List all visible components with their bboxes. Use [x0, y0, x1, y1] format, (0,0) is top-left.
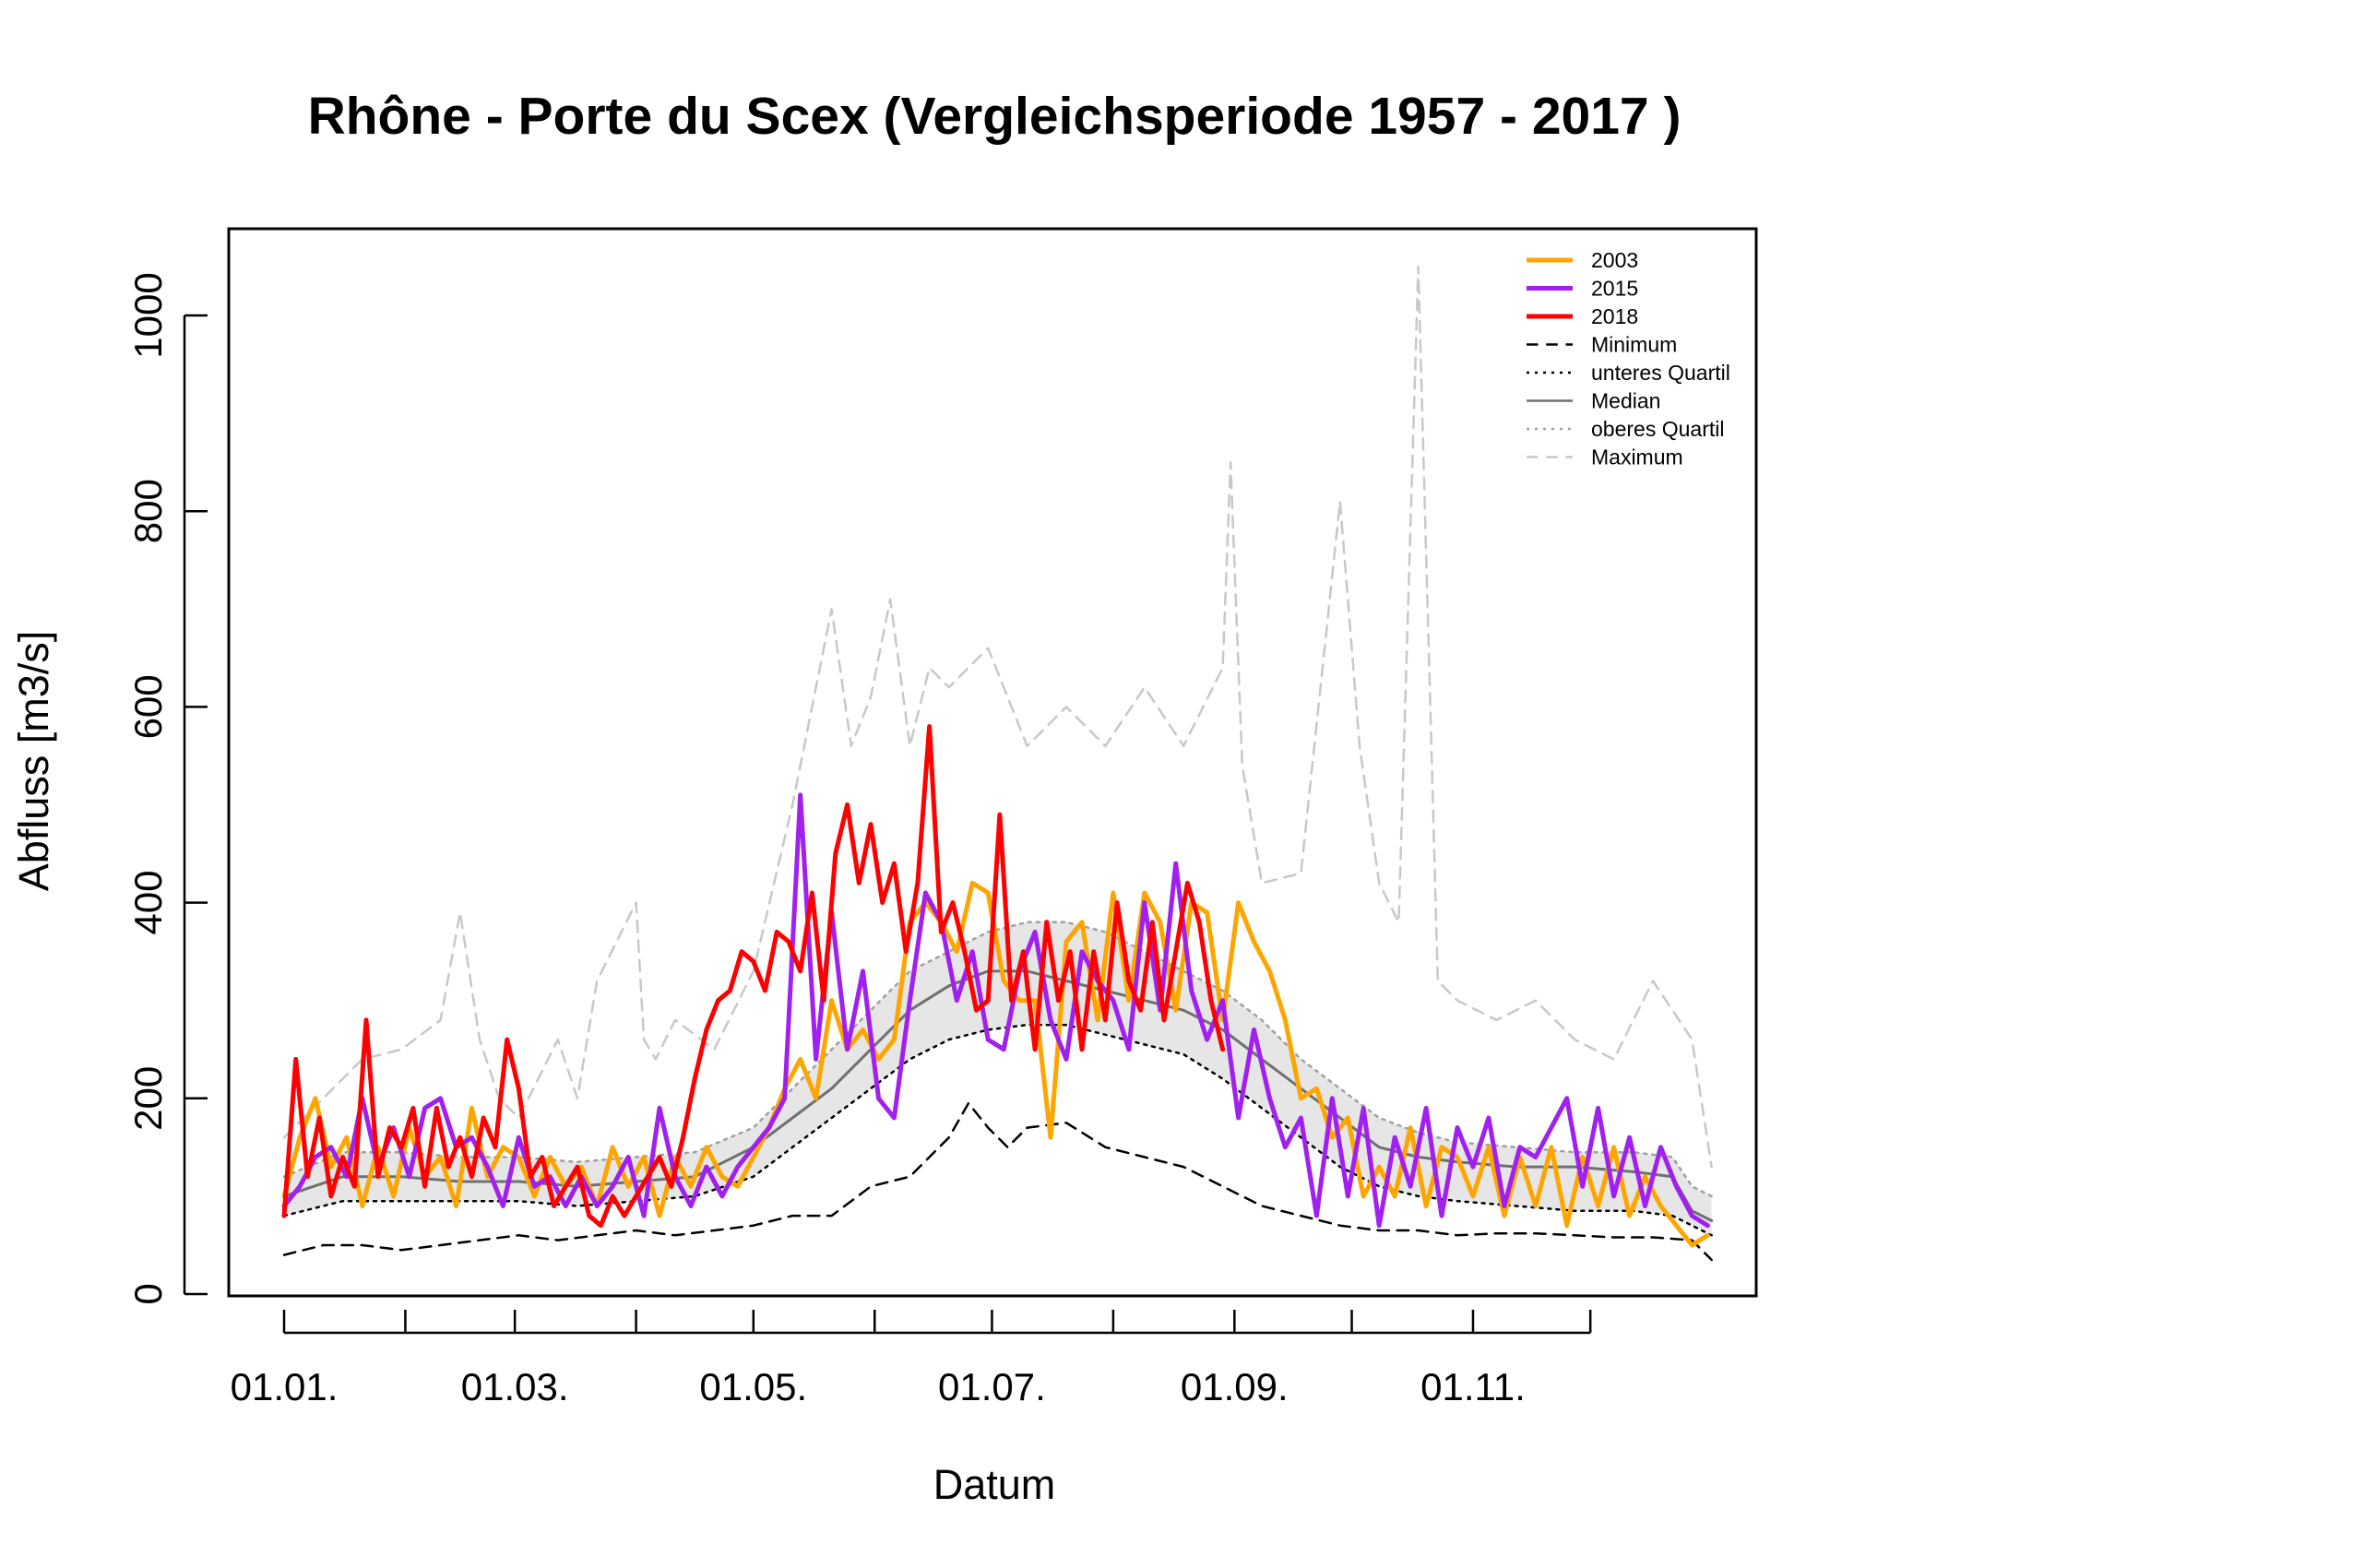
- x-tick-label: 01.03.: [461, 1365, 569, 1408]
- y-tick-label: 1000: [126, 272, 170, 358]
- series-line-oberes-quartil: [282, 921, 1713, 1198]
- series-line-2003: [281, 880, 1710, 1248]
- legend: 2003 2015 2018 Minimum unteres Quartil Median…: [1527, 248, 1730, 469]
- axes: 0 200 400 600 800 1000 01.01. 01.03. 01.05. 01.07…: [126, 272, 1592, 1408]
- y-tick-label: 200: [126, 1066, 170, 1131]
- legend-label: Median: [1591, 389, 1660, 413]
- x-tick-label: 01.05.: [699, 1365, 807, 1408]
- legend-label: Maximum: [1591, 445, 1683, 469]
- series-line-maximum: [282, 265, 1713, 1169]
- legend-label: unteres Quartil: [1591, 361, 1730, 385]
- x-axis-label: Datum: [933, 1461, 1056, 1508]
- legend-label: 2018: [1591, 304, 1638, 328]
- series-line-minimum: [282, 1101, 1713, 1262]
- plot-frame: [227, 227, 1758, 1298]
- legend-label: 2015: [1591, 277, 1638, 301]
- y-tick-label: 800: [126, 479, 170, 543]
- x-tick-label: 01.09.: [1181, 1365, 1289, 1408]
- x-tick-label: 01.07.: [938, 1365, 1046, 1408]
- y-tick-label: 600: [126, 674, 170, 739]
- x-tick-label: 01.01.: [231, 1365, 339, 1408]
- series-line-2015: [281, 792, 1710, 1229]
- y-tick-label: 400: [126, 871, 170, 935]
- y-tick-label: 0: [126, 1283, 170, 1304]
- x-tick-label: 01.11.: [1420, 1365, 1526, 1408]
- series-layer: [281, 265, 1714, 1262]
- legend-label: 2003: [1591, 248, 1638, 272]
- legend-label: oberes Quartil: [1591, 417, 1724, 441]
- chart-title: Rhône - Porte du Scex (Vergleichsperiode…: [308, 87, 1682, 146]
- y-axis-label: Abfluss [m3/s]: [10, 631, 57, 892]
- series-line-2018: [281, 724, 1226, 1229]
- legend-label: Minimum: [1591, 333, 1677, 357]
